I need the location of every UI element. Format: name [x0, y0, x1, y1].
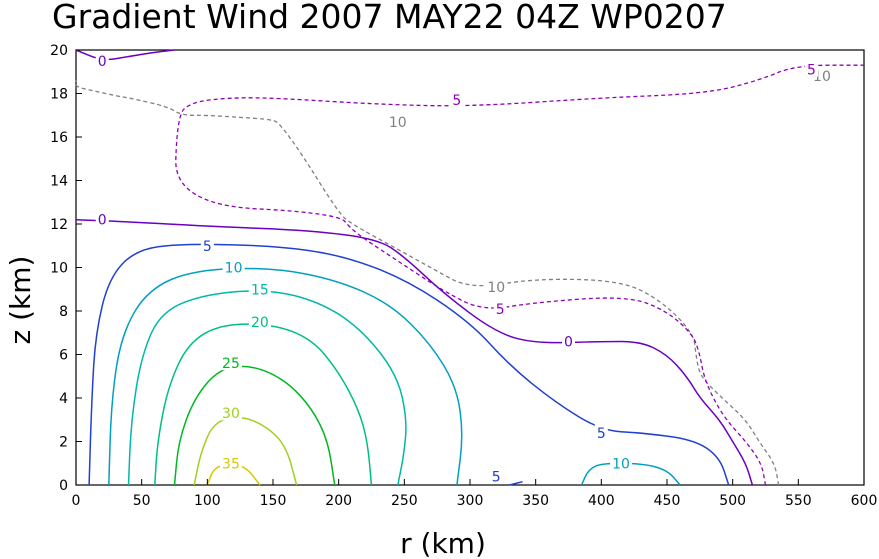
contour-label: 0 — [564, 334, 573, 350]
x-tick-label: 150 — [260, 493, 287, 509]
contour-lines — [75, 49, 864, 486]
contour-label: 5 — [807, 63, 816, 79]
y-axis-ticks: 0 2 4 6 8 10 12 14 16 18 20 — [50, 43, 82, 494]
contour-line-0 — [75, 218, 754, 486]
plot-area — [75, 49, 865, 486]
contour-label-background — [594, 423, 608, 440]
contour-label-background — [200, 236, 214, 253]
contour-label-background — [485, 278, 508, 295]
contour-line-5-seg — [509, 480, 523, 486]
y-tick-label: 10 — [50, 261, 68, 277]
contour-label-background — [95, 51, 109, 68]
contour-label-background — [219, 454, 242, 471]
y-tick-label: 0 — [59, 478, 68, 494]
contour-line-15 — [127, 290, 407, 486]
y-tick-label: 4 — [59, 391, 68, 407]
contour-label-background — [219, 354, 242, 371]
contour-label-background — [95, 210, 109, 227]
contour-label: 35 — [222, 456, 240, 472]
y-tick-label: 12 — [50, 217, 68, 233]
y-tick-label: 20 — [50, 43, 68, 59]
y-tick-label: 14 — [50, 174, 68, 190]
contour-label-background — [804, 60, 818, 77]
plot-frame — [75, 49, 865, 486]
x-tick-label: 450 — [654, 493, 681, 509]
contour-label-background — [248, 312, 271, 329]
contour-label: 10 — [487, 280, 505, 296]
y-tick-label: 8 — [59, 304, 68, 320]
y-tick-label: 16 — [50, 130, 68, 146]
x-tick-label: 50 — [133, 493, 151, 509]
x-tick-label: 0 — [72, 493, 81, 509]
x-tick-label: 600 — [851, 493, 878, 509]
contour-label-background — [610, 454, 633, 471]
x-tick-label: 300 — [457, 493, 484, 509]
y-axis-label: z (km) — [4, 256, 37, 345]
x-tick-label: 350 — [522, 493, 549, 509]
contour-label: 15 — [251, 282, 269, 298]
x-tick-label: 550 — [785, 493, 812, 509]
contour-line-10-seg — [580, 462, 681, 486]
x-axis-label: r (km) — [400, 527, 486, 559]
contour-label-background — [219, 404, 242, 421]
contour-label: 10 — [225, 261, 243, 277]
x-tick-label: 100 — [194, 493, 221, 509]
contour-label: 5 — [496, 302, 505, 318]
y-tick-label: 18 — [50, 87, 68, 103]
contour-label-background — [489, 467, 503, 484]
contour-line--5 — [175, 64, 864, 486]
x-tick-label: 200 — [325, 493, 352, 509]
x-tick-label: 500 — [719, 493, 746, 509]
contour-label-background — [562, 332, 575, 349]
x-tick-label: 250 — [391, 493, 418, 509]
contour-label-background — [450, 91, 464, 108]
contour-label: 5 — [597, 426, 606, 442]
x-axis-ticks: 0 50 100 150 200 250 300 350 400 450 500 550 600 — [72, 479, 878, 509]
y-tick-label: 6 — [59, 348, 68, 364]
contour-line-0-top — [75, 49, 175, 61]
contour-label: 5 — [492, 469, 501, 485]
contour-line-10 — [108, 267, 463, 486]
contour-line-20 — [154, 323, 373, 486]
contour-label: 30 — [222, 406, 240, 422]
contour-label: 25 — [222, 356, 240, 372]
contour-label: 5 — [452, 93, 461, 109]
chart-title: Gradient Wind 2007 MAY22 04Z WP0207 — [52, 0, 727, 36]
contour-label: 0 — [98, 54, 107, 70]
contour-label: 0 — [98, 213, 107, 229]
contour-line-30 — [193, 416, 298, 486]
contour-label: 5 — [203, 239, 212, 255]
contour-label: 20 — [251, 315, 269, 331]
x-tick-label: 400 — [588, 493, 615, 509]
contour-label-background — [493, 299, 507, 316]
contour-label: 10 — [389, 115, 407, 131]
contour-line-5 — [88, 243, 730, 486]
contour-label: 10 — [612, 456, 630, 472]
y-tick-label: 2 — [59, 435, 68, 451]
contour-label-background — [248, 280, 271, 297]
contour-line--10 — [75, 80, 780, 486]
contour-label-background — [386, 112, 409, 129]
contour-label-background — [222, 258, 245, 275]
